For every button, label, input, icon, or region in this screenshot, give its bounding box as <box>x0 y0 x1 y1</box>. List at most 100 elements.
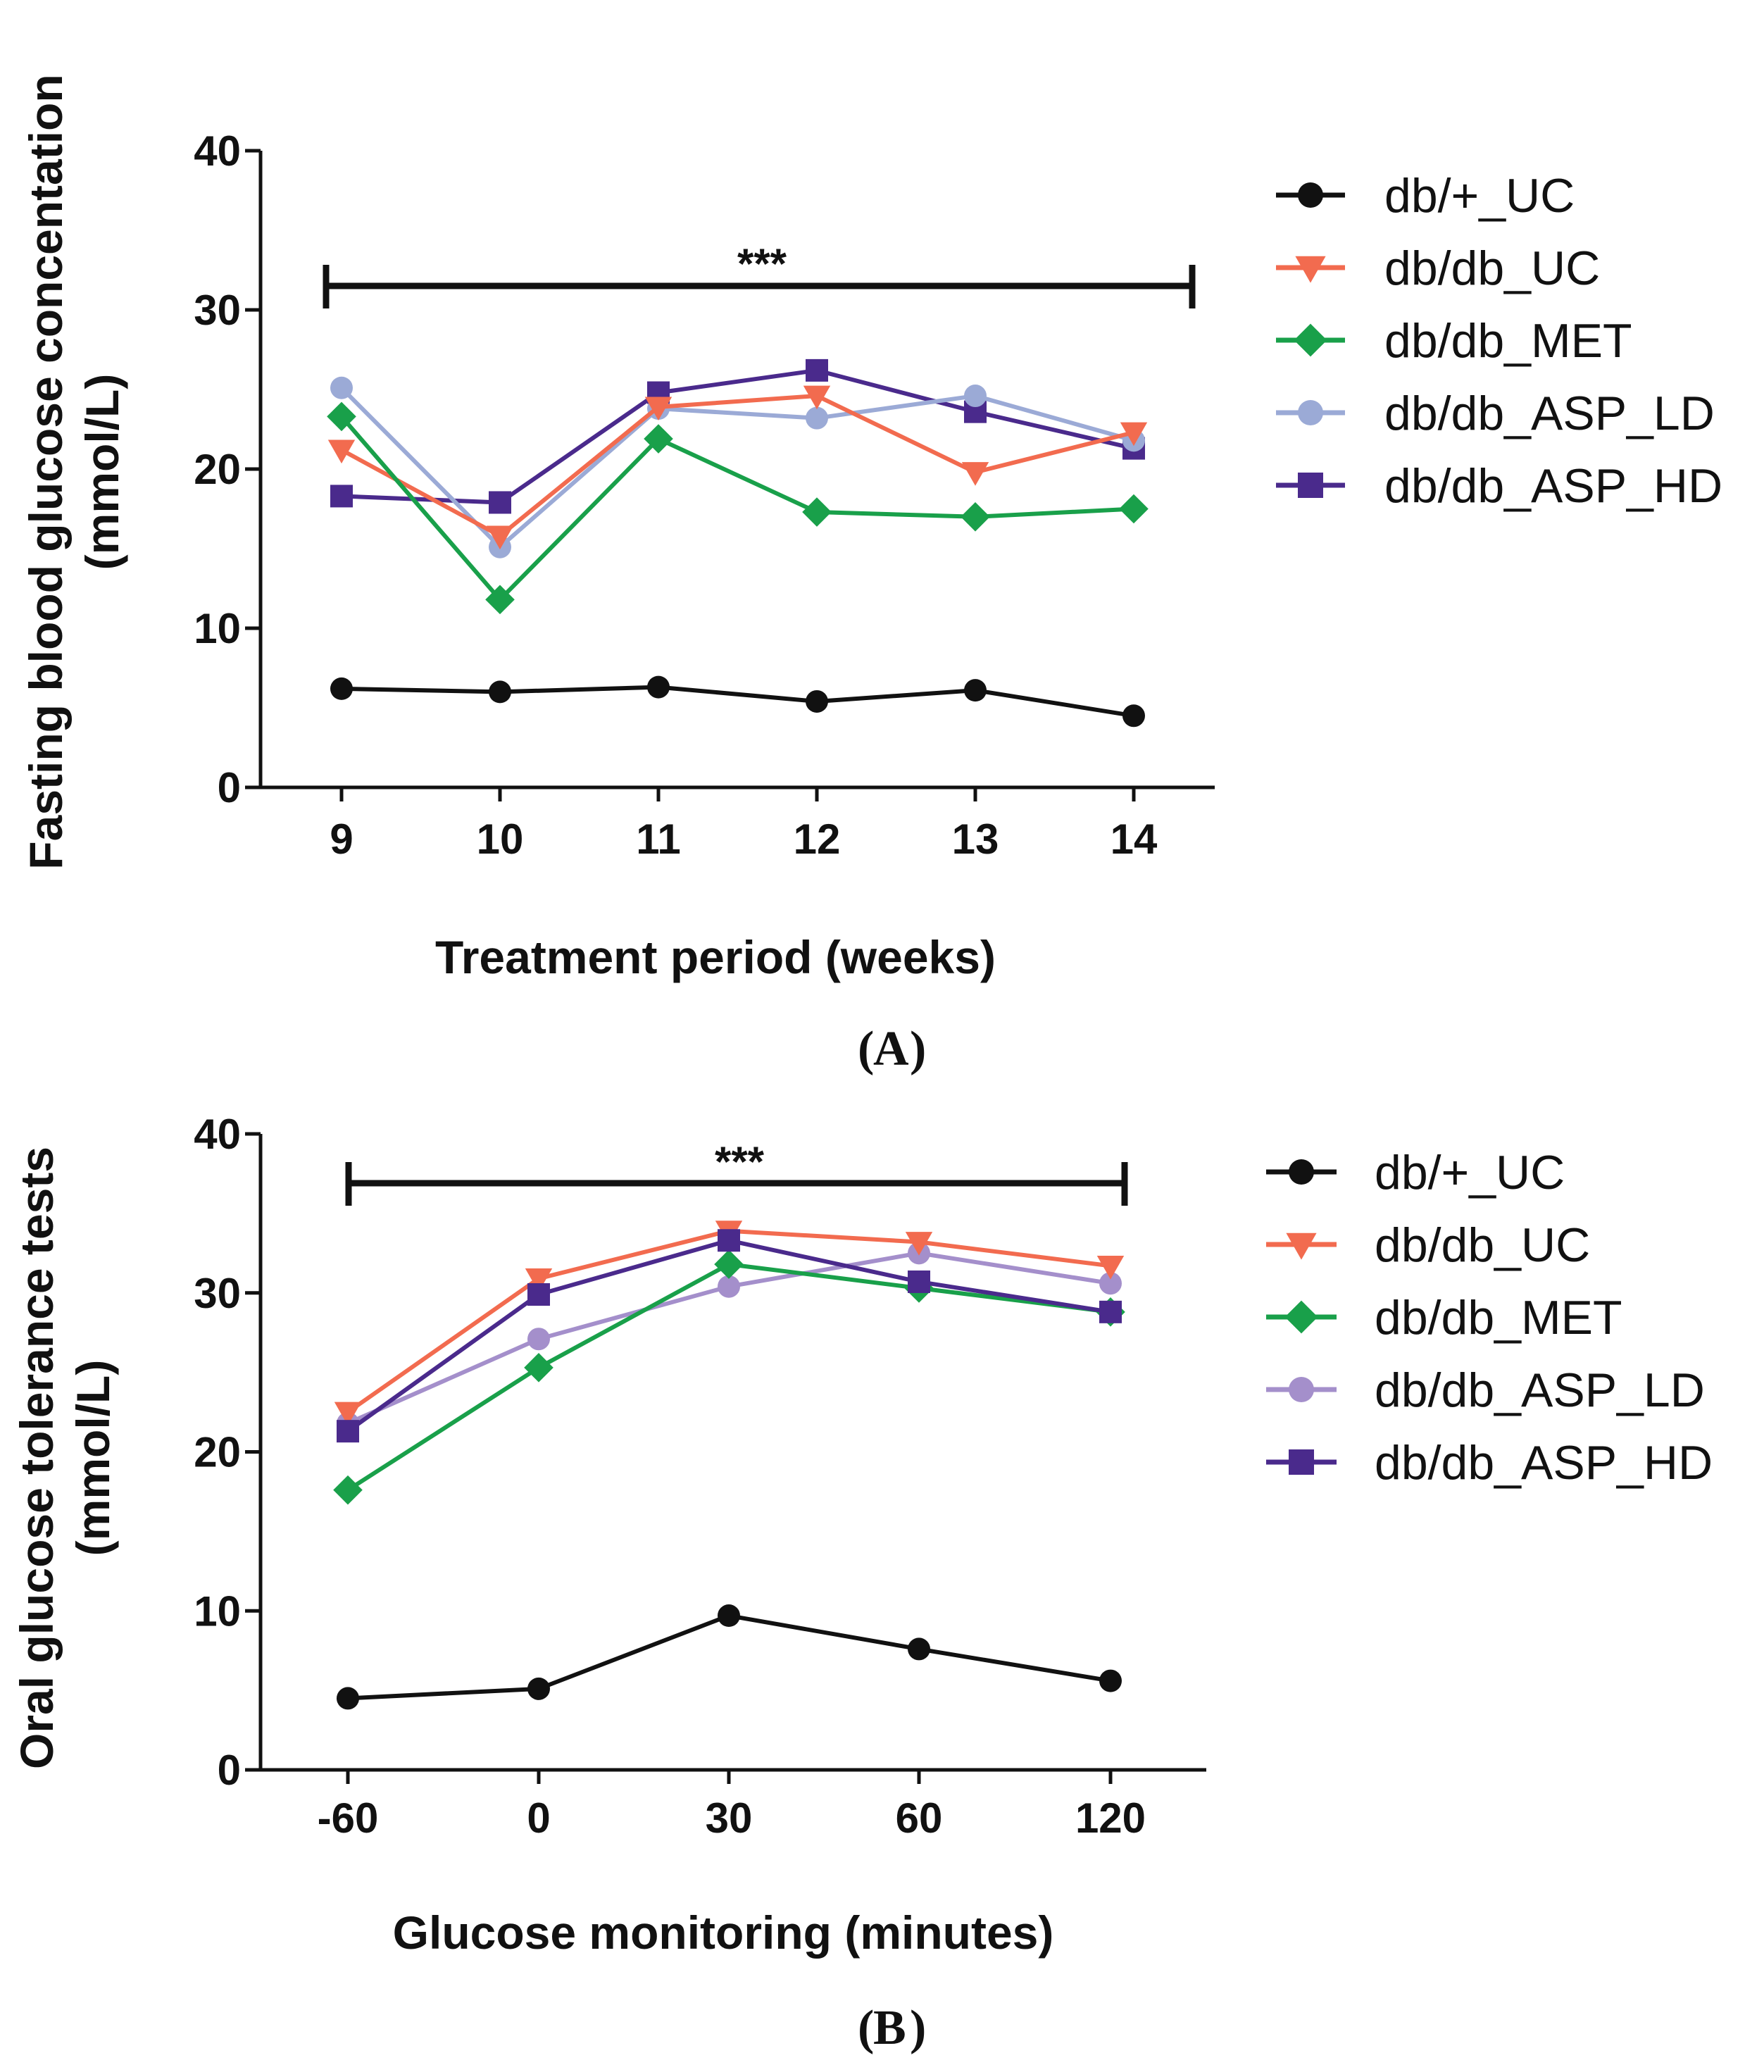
legend-swatch-marker <box>1284 1300 1318 1334</box>
panel-a-significance-label: *** <box>737 240 787 287</box>
panel-a-legend: db/+_UC db/db_UC db/db_MET db/db_ASP_LD db/d… <box>1276 169 1722 513</box>
legend-swatch-marker <box>1298 400 1323 425</box>
panel-a-label-close: ) <box>910 1022 926 1076</box>
panel-b-x-ticks: -60 0 30 60 120 <box>318 1770 1146 1842</box>
data-point <box>644 424 673 454</box>
data-point <box>961 462 989 486</box>
data-point <box>327 401 356 432</box>
b-y-tick-label: 10 <box>194 1587 241 1635</box>
legend-label: db/db_ASP_LD <box>1384 387 1715 440</box>
panel-b-y-axis-title-main: Oral glucose tolerance tests <box>11 1147 63 1769</box>
data-point <box>337 1420 359 1443</box>
panel-b-label-close: ) <box>910 2001 926 2055</box>
data-point <box>1096 1255 1125 1280</box>
panel-b: Oral glucose tolerance tests (mmol/L) 0 1… <box>11 1111 1713 2055</box>
panel-b-significance-label: *** <box>715 1138 765 1185</box>
b-x-tick-label: 30 <box>706 1795 753 1842</box>
a-y-tick-label: 20 <box>194 446 241 493</box>
data-point <box>1122 704 1145 728</box>
panel-a-y-ticks: 0 10 20 30 40 <box>194 127 261 811</box>
legend-swatch-marker <box>1289 1377 1314 1402</box>
data-point <box>964 679 987 702</box>
b-y-tick-label: 30 <box>194 1270 241 1317</box>
panel-a-series <box>327 358 1149 728</box>
legend-label: db/db_UC <box>1375 1218 1590 1272</box>
panel-a-label-open: ( <box>858 1022 874 1076</box>
data-point <box>1120 422 1148 447</box>
a-y-tick-label: 40 <box>194 127 241 175</box>
legend-swatch-marker <box>1289 1449 1314 1475</box>
data-point <box>1119 494 1149 524</box>
legend-item: db/+_UC <box>1266 1146 1565 1199</box>
legend-swatch-marker <box>1298 473 1323 498</box>
data-point <box>527 1283 550 1306</box>
legend-label: db/db_ASP_HD <box>1384 459 1722 513</box>
legend-label: db/db_UC <box>1384 242 1600 295</box>
b-y-tick-label: 0 <box>218 1747 241 1794</box>
series-line <box>341 368 1134 505</box>
series-line <box>341 685 1134 718</box>
legend-item: db/db_ASP_LD <box>1266 1363 1705 1417</box>
series-line <box>339 386 1134 549</box>
b-series-db-uc <box>337 1604 1122 1710</box>
panel-a-y-axis-title-main: Fasting blood glucose concentation <box>20 74 72 869</box>
legend-swatch-marker <box>1289 1159 1314 1185</box>
data-point <box>964 385 987 408</box>
b-x-tick-label: -60 <box>318 1795 379 1842</box>
a-x-tick-label: 12 <box>794 816 841 863</box>
a-x-tick-label: 14 <box>1111 816 1158 863</box>
panel-b-x-axis-title: Glucose monitoring (minutes) <box>393 1906 1054 1959</box>
legend-label: db/+_UC <box>1384 169 1575 223</box>
legend-label: db/+_UC <box>1375 1146 1565 1199</box>
a-series-db-db-met <box>327 401 1149 615</box>
legend-swatch-marker <box>1294 323 1327 357</box>
data-point <box>647 675 670 699</box>
legend-label: db/db_MET <box>1375 1291 1622 1344</box>
series-line <box>339 415 1134 602</box>
data-point <box>803 385 831 410</box>
data-point <box>806 689 828 713</box>
panel-b-label: ( B ) <box>858 2001 926 2055</box>
panel-b-y-axis-title: Oral glucose tolerance tests (mmol/L) <box>11 1147 119 1769</box>
data-point <box>334 1402 362 1426</box>
legend-item: db/db_ASP_LD <box>1276 387 1715 440</box>
panel-a-x-axis-title: Treatment period (weeks) <box>435 931 996 983</box>
data-point <box>486 525 514 550</box>
data-point <box>330 485 353 508</box>
data-point <box>489 680 511 704</box>
data-point <box>527 1677 550 1700</box>
series-line <box>340 394 1134 538</box>
legend-item: db/db_UC <box>1276 242 1600 295</box>
panel-a-label: ( A ) <box>858 1022 926 1076</box>
data-point <box>718 1229 740 1252</box>
legend-label: db/db_ASP_LD <box>1375 1363 1705 1417</box>
data-point <box>905 1232 933 1256</box>
panel-a-y-axis-title: Fasting blood glucose concentation (mmol… <box>20 74 128 869</box>
data-point <box>806 358 828 382</box>
panel-b-series <box>333 1221 1125 1710</box>
panel-a-x-ticks: 9 10 11 12 13 14 <box>330 787 1158 863</box>
a-series-db-db-asp-hd <box>330 358 1145 514</box>
b-y-tick-label: 20 <box>194 1429 241 1476</box>
series-line <box>346 1262 1111 1492</box>
panel-b-significance-bar: *** <box>345 1138 1128 1206</box>
b-x-tick-label: 120 <box>1075 1795 1146 1842</box>
a-x-tick-label: 9 <box>330 816 353 863</box>
b-x-tick-label: 60 <box>896 1795 943 1842</box>
legend-item: db/db_UC <box>1266 1218 1590 1272</box>
a-y-tick-label: 0 <box>218 764 241 811</box>
data-point <box>644 397 673 421</box>
a-y-tick-label: 30 <box>194 287 241 334</box>
data-point <box>1099 1669 1122 1692</box>
data-point <box>524 1353 553 1383</box>
legend-swatch-marker <box>1286 1232 1317 1260</box>
data-point <box>1099 1300 1122 1323</box>
data-point <box>327 439 356 464</box>
data-point <box>714 1249 744 1279</box>
data-point <box>802 497 832 527</box>
data-point <box>527 1328 550 1351</box>
panel-a-y-axis-title-units: (mmol/L) <box>76 374 128 570</box>
legend-swatch-marker <box>1298 182 1323 208</box>
legend-item: db/db_ASP_HD <box>1266 1436 1713 1490</box>
